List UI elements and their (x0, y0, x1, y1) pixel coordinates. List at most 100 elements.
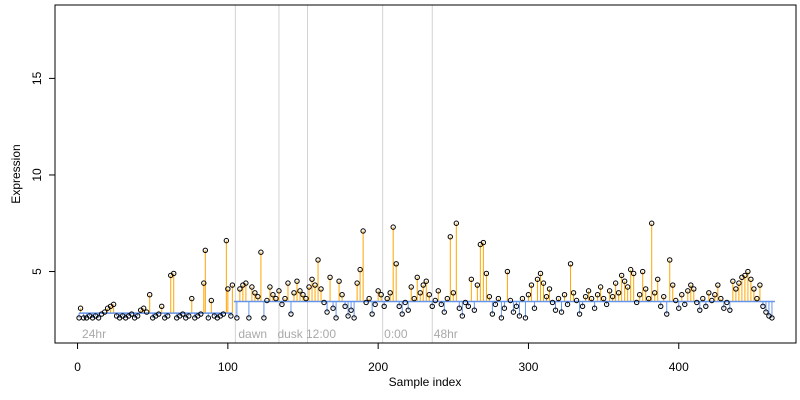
data-point (700, 295, 706, 302)
data-point (420, 282, 426, 288)
data-point (636, 292, 643, 298)
data-point (237, 286, 243, 292)
data-point (606, 288, 613, 294)
data-point (456, 305, 463, 311)
annotation-label: 24hr (82, 327, 106, 341)
data-point (95, 315, 102, 321)
data-point (609, 293, 616, 300)
data-point (510, 309, 517, 315)
data-point (249, 284, 255, 290)
data-point (453, 220, 460, 226)
data-point (624, 284, 631, 290)
data-point (685, 288, 691, 294)
high-stems (80, 223, 761, 314)
data-point (769, 315, 775, 321)
data-point (474, 282, 481, 288)
data-point (288, 311, 294, 317)
data-point (646, 295, 652, 302)
data-point (673, 297, 679, 304)
data-point (462, 299, 469, 306)
data-point (573, 297, 580, 304)
data-point (531, 305, 538, 311)
data-point (101, 309, 108, 315)
data-point (372, 301, 378, 308)
data-point (567, 261, 574, 267)
data-point (423, 278, 429, 284)
data-point (676, 305, 682, 311)
data-point (294, 278, 300, 284)
data-point (128, 311, 135, 317)
data-point (558, 309, 565, 315)
data-point (186, 313, 192, 319)
data-point (495, 295, 502, 302)
data-point (543, 293, 550, 300)
data-point (366, 295, 372, 302)
data-point (630, 270, 637, 277)
y-tick-label: 5 (30, 268, 44, 275)
data-point (597, 284, 604, 290)
data-point (381, 303, 387, 310)
data-point (552, 307, 559, 313)
data-point (655, 276, 661, 282)
data-point (348, 307, 354, 313)
data-point (594, 292, 601, 298)
data-point (223, 237, 230, 244)
data-point (633, 299, 640, 306)
data-point (261, 315, 267, 321)
data-point (519, 295, 526, 302)
data-point (459, 313, 466, 319)
y-axis-label: Expression (9, 144, 23, 203)
data-point (670, 282, 676, 288)
y-axis: 5 10 15 (30, 71, 55, 275)
data-point (402, 299, 408, 306)
data-point (378, 292, 384, 298)
data-point (330, 305, 336, 311)
data-point (528, 282, 535, 288)
x-tick-label: 300 (518, 360, 538, 374)
data-point (513, 303, 520, 310)
data-point (246, 315, 252, 321)
data-point (441, 309, 447, 315)
data-point (354, 280, 360, 286)
data-point (198, 311, 204, 317)
data-point (600, 295, 607, 302)
data-point (627, 266, 634, 273)
data-point (336, 278, 342, 284)
baselines (79, 300, 775, 314)
data-point (591, 305, 598, 311)
data-point (754, 295, 760, 302)
data-point (706, 290, 712, 296)
data-point (80, 315, 87, 321)
data-point (621, 278, 628, 284)
x-tick-label: 200 (368, 360, 388, 374)
data-point (694, 299, 700, 306)
data-point (429, 303, 435, 310)
data-point (721, 305, 727, 311)
data-point (234, 315, 240, 321)
data-point (664, 311, 670, 317)
data-point (405, 307, 411, 313)
data-point (202, 247, 209, 253)
data-point (742, 272, 748, 279)
data-point (393, 261, 399, 267)
data-point (639, 268, 646, 275)
data-point (77, 305, 84, 311)
data-point (697, 307, 703, 313)
data-point (540, 280, 547, 286)
data-point (492, 301, 499, 308)
data-point (763, 309, 769, 315)
data-point (411, 295, 417, 302)
data-point (751, 286, 757, 292)
data-point (414, 274, 420, 281)
data-point (387, 290, 393, 296)
data-point (727, 307, 733, 313)
data-point (715, 282, 721, 288)
annotation-label: 12:00 (306, 327, 336, 341)
x-tick-label: 100 (218, 360, 238, 374)
data-point (396, 303, 402, 310)
data-point (243, 280, 249, 286)
data-point (652, 290, 658, 296)
annotation-label: 0:00 (384, 327, 408, 341)
data-point (165, 313, 171, 319)
